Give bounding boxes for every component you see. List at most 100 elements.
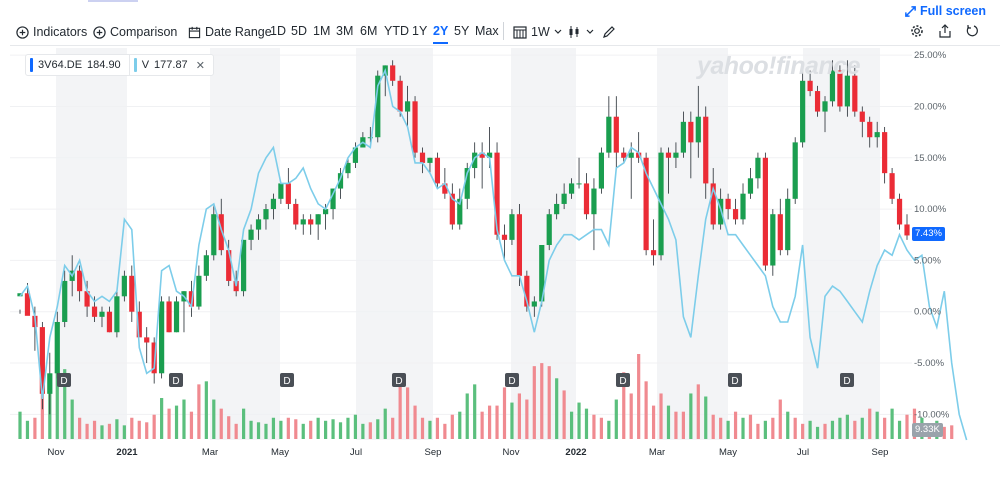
candlestick-series xyxy=(17,60,910,415)
candle-body xyxy=(84,291,90,307)
candle-body xyxy=(576,183,582,185)
candle-body xyxy=(270,198,277,210)
volume-bar xyxy=(487,405,492,439)
candle-body xyxy=(665,152,672,158)
indicators-button[interactable]: Indicators xyxy=(16,18,87,46)
volume-bar xyxy=(845,414,849,439)
legend-item-v[interactable]: V 177.87 ✕ xyxy=(128,55,213,75)
chevron-down-icon xyxy=(586,29,594,34)
volume-bar xyxy=(428,420,432,439)
volume-bar xyxy=(726,420,730,439)
candle-body xyxy=(211,214,217,256)
volume-bar xyxy=(547,366,551,439)
candle-body xyxy=(613,116,619,153)
volume-bar xyxy=(115,419,119,439)
range-ytd[interactable]: YTD xyxy=(384,24,409,38)
close-icon[interactable]: ✕ xyxy=(195,59,205,72)
date-range-button[interactable]: Date Range xyxy=(188,18,272,46)
share-icon[interactable] xyxy=(938,24,952,38)
dividend-marker-label: D xyxy=(283,376,290,387)
candle-body xyxy=(427,157,433,163)
candle-body xyxy=(688,121,694,143)
volume-bar xyxy=(592,414,596,439)
candle-body xyxy=(39,327,45,394)
volume-bar xyxy=(353,414,358,439)
volume-bar xyxy=(242,408,246,439)
volume-bar xyxy=(815,426,820,439)
dividend-marker xyxy=(728,373,742,387)
volume-bar xyxy=(838,417,842,439)
range-2y[interactable]: 2Y xyxy=(433,24,449,44)
dividend-marker-label: D xyxy=(395,376,402,387)
comparison-button[interactable]: Comparison xyxy=(93,18,177,46)
range-6m[interactable]: 6M xyxy=(360,24,378,38)
candle-body xyxy=(554,203,560,215)
x-tick-label: May xyxy=(719,447,737,458)
range-5d[interactable]: 5D xyxy=(291,24,307,38)
plus-circle-icon xyxy=(93,25,106,39)
x-tick-label: Sep xyxy=(425,447,442,458)
x-tick-label: Sep xyxy=(872,447,889,458)
reset-icon[interactable] xyxy=(965,24,979,38)
range-1y[interactable]: 1Y xyxy=(412,24,428,38)
y-tick-label: 15.00% xyxy=(914,153,947,164)
fullscreen-button[interactable]: Full screen xyxy=(904,4,986,18)
candle-body xyxy=(136,311,142,338)
legend-item-3v64[interactable]: 3V64.DE 184.90 xyxy=(26,55,129,75)
volume-bar xyxy=(271,417,276,439)
volume-bar xyxy=(189,411,194,439)
volume-bar xyxy=(473,384,477,439)
candle-body xyxy=(129,275,135,312)
range-max[interactable]: Max xyxy=(475,24,499,38)
volume-bar xyxy=(510,402,514,439)
dividend-marker xyxy=(616,373,630,387)
candle-body xyxy=(308,219,314,225)
interval-label: 1W xyxy=(531,25,550,39)
candle-body xyxy=(747,178,754,194)
candle-body xyxy=(904,224,910,236)
candle-body xyxy=(293,203,299,225)
dividend-marker xyxy=(840,373,854,387)
volume-bar xyxy=(301,423,305,439)
volume-bar xyxy=(420,417,425,439)
volume-bar xyxy=(264,423,268,439)
volume-bar xyxy=(860,417,864,439)
y-tick-label: 25.00% xyxy=(914,50,947,61)
candle-body xyxy=(732,209,739,220)
volume-bar xyxy=(562,390,566,439)
gear-icon[interactable] xyxy=(910,24,924,38)
y-axis: 25.00% 20.00% 15.00% 10.00% 5.00% 0.00% -5.00%… xyxy=(914,50,950,420)
volume-bar xyxy=(868,408,872,439)
month-band xyxy=(657,48,728,440)
candle-body xyxy=(345,162,351,174)
volume-bar xyxy=(719,417,723,439)
volume-bar xyxy=(607,420,611,439)
y-tick-label: -5.00% xyxy=(914,358,945,369)
range-5y[interactable]: 5Y xyxy=(454,24,470,38)
volume-bar xyxy=(286,417,290,439)
interval-selector[interactable]: 1W xyxy=(513,18,567,46)
range-1d[interactable]: 1D xyxy=(270,24,286,38)
draw-tool-button[interactable] xyxy=(602,18,620,46)
chart-type-selector[interactable] xyxy=(567,18,599,46)
volume-bar xyxy=(517,393,522,439)
candle-body xyxy=(457,198,463,225)
volume-bar xyxy=(152,414,156,439)
volume-bar xyxy=(338,422,343,439)
volume-bar xyxy=(502,387,507,439)
x-tick-label: Mar xyxy=(649,447,665,458)
range-1m[interactable]: 1M xyxy=(313,24,331,38)
volume-bar xyxy=(801,423,805,439)
volume-bar xyxy=(853,420,857,439)
volume-bar xyxy=(443,423,447,439)
volume-bar xyxy=(905,414,909,439)
range-3m[interactable]: 3M xyxy=(336,24,354,38)
grid-lines xyxy=(10,54,912,415)
comparison-label: Comparison xyxy=(110,25,178,39)
x-tick-label: Jul xyxy=(350,447,362,458)
candle-body xyxy=(151,342,157,374)
x-tick-label: Nov xyxy=(48,447,65,458)
volume-bar xyxy=(793,417,797,439)
x-axis: Nov 2021 Mar May Jul Sep Nov 2022 Mar May Jul Sep xyxy=(48,447,889,458)
candle-body xyxy=(807,80,813,92)
